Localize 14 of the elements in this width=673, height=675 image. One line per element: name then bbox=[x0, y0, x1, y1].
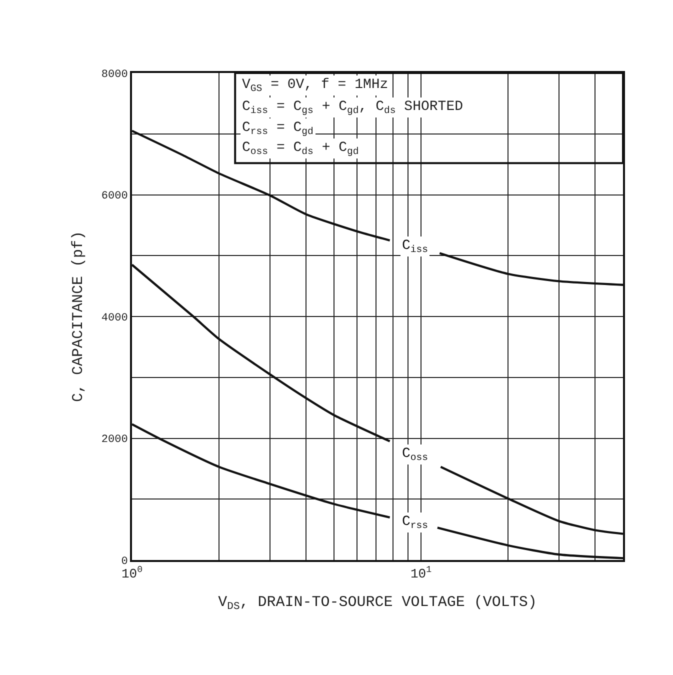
annotation: C$_{rss}$ = C$_{gd}$ bbox=[242, 120, 314, 137]
y-tick-label: 4000 bbox=[101, 312, 128, 324]
series-label: C$_{oss}$ bbox=[402, 446, 428, 463]
annotation: V$_{GS}$ = 0V, f = 1MHz bbox=[242, 77, 388, 94]
y-tick-label: 8000 bbox=[101, 68, 128, 81]
series-label: C$_{iss}$ bbox=[402, 238, 428, 255]
annotation: C$_{oss}$ = C$_{ds}$ + C$_{gd}$ bbox=[242, 140, 359, 157]
x-tick-label: 10$^{1}$ bbox=[410, 564, 432, 582]
series-label: C$_{rss}$ bbox=[402, 514, 428, 531]
y-tick-label: 2000 bbox=[101, 434, 128, 446]
y-tick-label: 6000 bbox=[101, 190, 128, 203]
x-axis-title: V$_{DS}$, DRAIN-TO-SOURCE VOLTAGE (VOLTS) bbox=[218, 594, 537, 614]
y-axis-title: C, CAPACITANCE (pf) bbox=[70, 230, 88, 402]
text: C$_{iss}$ = C$_{gs}$ + C$_{gd}$, C$_{ds}$ SHORTED bbox=[242, 99, 463, 116]
